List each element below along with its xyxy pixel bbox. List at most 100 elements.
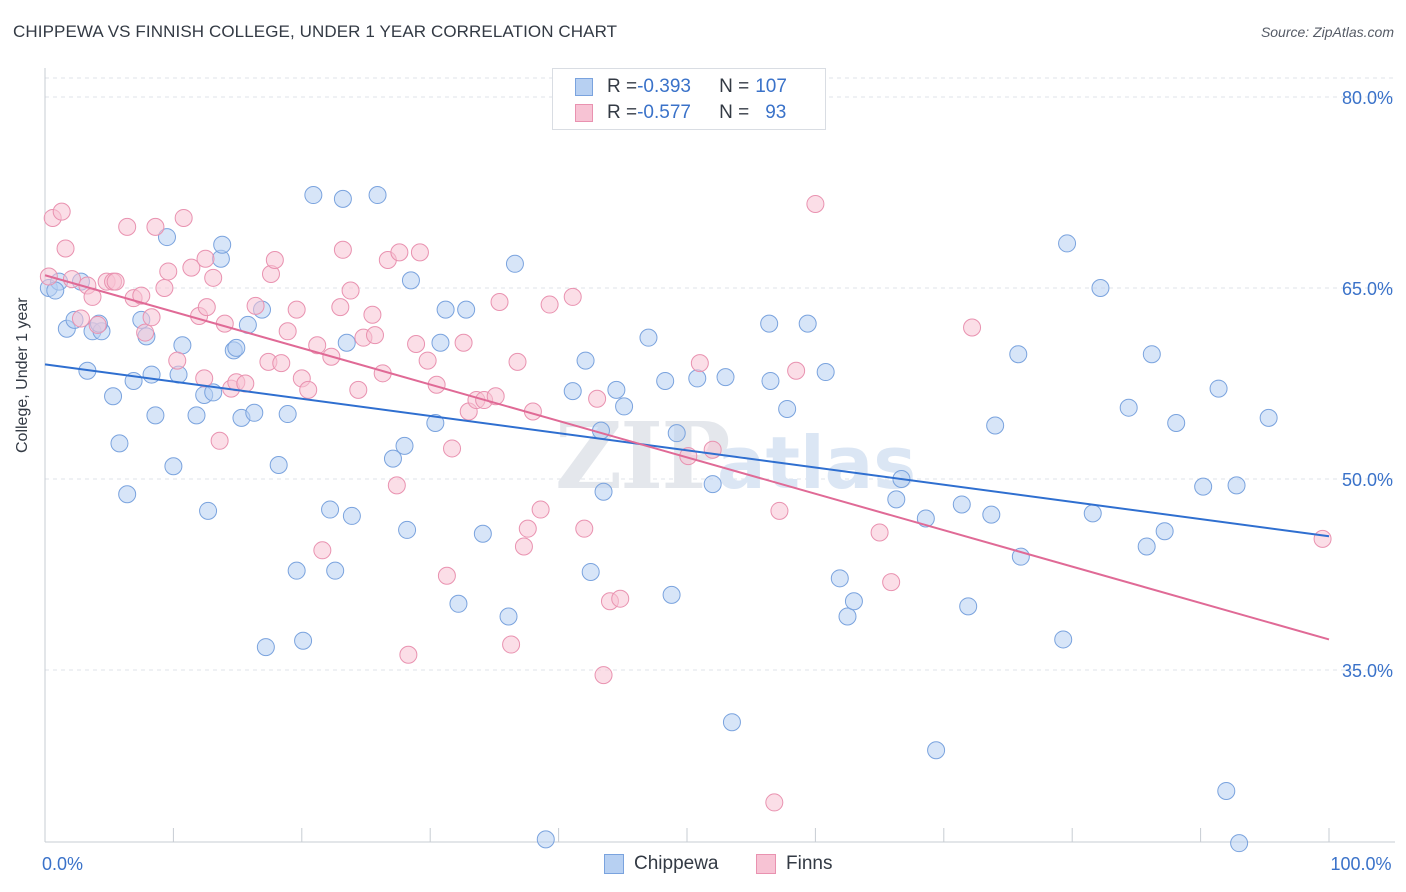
chippewa-point bbox=[337, 333, 356, 352]
chart-source: Source: ZipAtlas.com bbox=[1261, 24, 1394, 40]
chippewa-point bbox=[473, 524, 492, 543]
finns-point bbox=[272, 354, 291, 373]
finns-point bbox=[349, 380, 368, 399]
chippewa-point bbox=[688, 369, 707, 388]
finns-point bbox=[146, 217, 165, 236]
chippewa-point bbox=[1083, 504, 1102, 523]
chippewa-point bbox=[576, 351, 595, 370]
chippewa-point bbox=[916, 509, 935, 528]
legend-r-value: -0.577 bbox=[637, 102, 691, 123]
chippewa-point bbox=[104, 387, 123, 406]
chippewa-point bbox=[321, 500, 340, 519]
finns-point bbox=[88, 315, 107, 334]
stats-legend: R = -0.393 N = 107 R = -0.577 N = 93 bbox=[552, 68, 826, 130]
finns-point bbox=[155, 279, 174, 297]
chippewa-point bbox=[959, 597, 978, 616]
finns-point bbox=[399, 645, 418, 664]
chippewa-point bbox=[1194, 477, 1213, 496]
chippewa-point bbox=[146, 406, 165, 425]
chippewa-point bbox=[245, 403, 264, 422]
chippewa-point bbox=[1142, 345, 1161, 364]
finns-legend-label: Finns bbox=[786, 853, 833, 874]
chippewa-point bbox=[1155, 522, 1174, 541]
chippewa-point bbox=[639, 328, 658, 347]
chippewa-point bbox=[986, 416, 1005, 435]
chippewa-point bbox=[656, 371, 675, 390]
chippewa-point bbox=[761, 371, 780, 390]
chippewa-point bbox=[594, 482, 613, 501]
finns-point bbox=[454, 333, 473, 352]
chippewa-point bbox=[401, 271, 420, 290]
finns-point bbox=[611, 589, 630, 608]
finns-point bbox=[514, 537, 533, 556]
chippewa-point bbox=[1217, 781, 1236, 800]
legend-n-label: N = bbox=[719, 102, 750, 123]
chippewa-point bbox=[887, 490, 906, 509]
finns-trend-line bbox=[44, 274, 1330, 641]
chippewa-point bbox=[142, 365, 161, 384]
finns-point bbox=[502, 635, 521, 654]
finns-point bbox=[197, 298, 216, 317]
finns-point bbox=[204, 268, 223, 287]
finns-point bbox=[287, 300, 306, 319]
chippewa-trend-line bbox=[44, 363, 1330, 538]
finns-point bbox=[407, 335, 426, 354]
chippewa-legend-swatch bbox=[604, 854, 624, 874]
chippewa-point bbox=[1230, 834, 1249, 853]
finns-point bbox=[531, 500, 550, 519]
chippewa-point bbox=[118, 485, 137, 504]
finns-point bbox=[118, 217, 137, 236]
legend-row-finns: R = -0.577 N = 93 bbox=[575, 101, 786, 125]
finns-point bbox=[132, 286, 151, 305]
chippewa-point bbox=[1091, 279, 1110, 297]
chippewa-point bbox=[326, 561, 345, 580]
chippewa-point bbox=[716, 368, 735, 387]
legend-n-value: 93 bbox=[765, 102, 787, 123]
x-tick-label: 100.0% bbox=[1330, 854, 1391, 874]
chippewa-point bbox=[278, 405, 297, 424]
chippewa-point bbox=[227, 338, 246, 357]
axis-layer bbox=[44, 68, 1395, 843]
chippewa-point bbox=[844, 592, 863, 611]
chippewa-point bbox=[499, 607, 518, 626]
chippewa-point bbox=[1259, 408, 1278, 427]
finns-point bbox=[765, 793, 784, 812]
finns-point bbox=[437, 566, 456, 585]
legend-n-label: N = bbox=[719, 76, 750, 97]
legend-n-value: 107 bbox=[755, 76, 787, 97]
finns-point bbox=[703, 440, 722, 459]
bottom-legend-chippewa: Chippewa bbox=[604, 852, 719, 876]
finns-point bbox=[363, 305, 382, 324]
chippewa-point bbox=[398, 520, 417, 539]
finns-point bbox=[106, 272, 125, 291]
finns-legend-swatch bbox=[756, 854, 776, 874]
finns-point bbox=[142, 308, 161, 327]
chippewa-point bbox=[431, 333, 450, 352]
finns-point bbox=[365, 326, 384, 345]
chippewa-point bbox=[838, 607, 857, 626]
finns-point bbox=[71, 309, 90, 328]
chippewa-point bbox=[563, 382, 582, 401]
watermark: ZIP atlas bbox=[555, 402, 916, 510]
tick-labels: 80.0% 65.0% 50.0% 35.0% 0.0% 100.0% bbox=[42, 88, 1393, 874]
finns-point bbox=[246, 296, 265, 315]
finns-point bbox=[195, 369, 214, 388]
finns-point bbox=[136, 323, 155, 342]
chippewa-legend-label: Chippewa bbox=[634, 853, 719, 874]
finns-point bbox=[341, 281, 360, 300]
chippewa-point bbox=[1054, 630, 1073, 649]
chippewa-point bbox=[927, 741, 946, 760]
chippewa-point bbox=[368, 186, 387, 205]
finns-point bbox=[870, 523, 889, 542]
finns-point bbox=[690, 354, 709, 373]
finns-point bbox=[387, 476, 406, 495]
chippewa-point bbox=[449, 594, 468, 613]
source-name: ZipAtlas.com bbox=[1313, 24, 1394, 40]
legend-r-value: -0.393 bbox=[637, 76, 691, 97]
y-tick-label: 35.0% bbox=[1342, 661, 1393, 681]
finns-point bbox=[594, 666, 613, 685]
finns-point bbox=[331, 298, 350, 317]
finns-point bbox=[575, 519, 594, 538]
finns-point bbox=[299, 380, 318, 399]
